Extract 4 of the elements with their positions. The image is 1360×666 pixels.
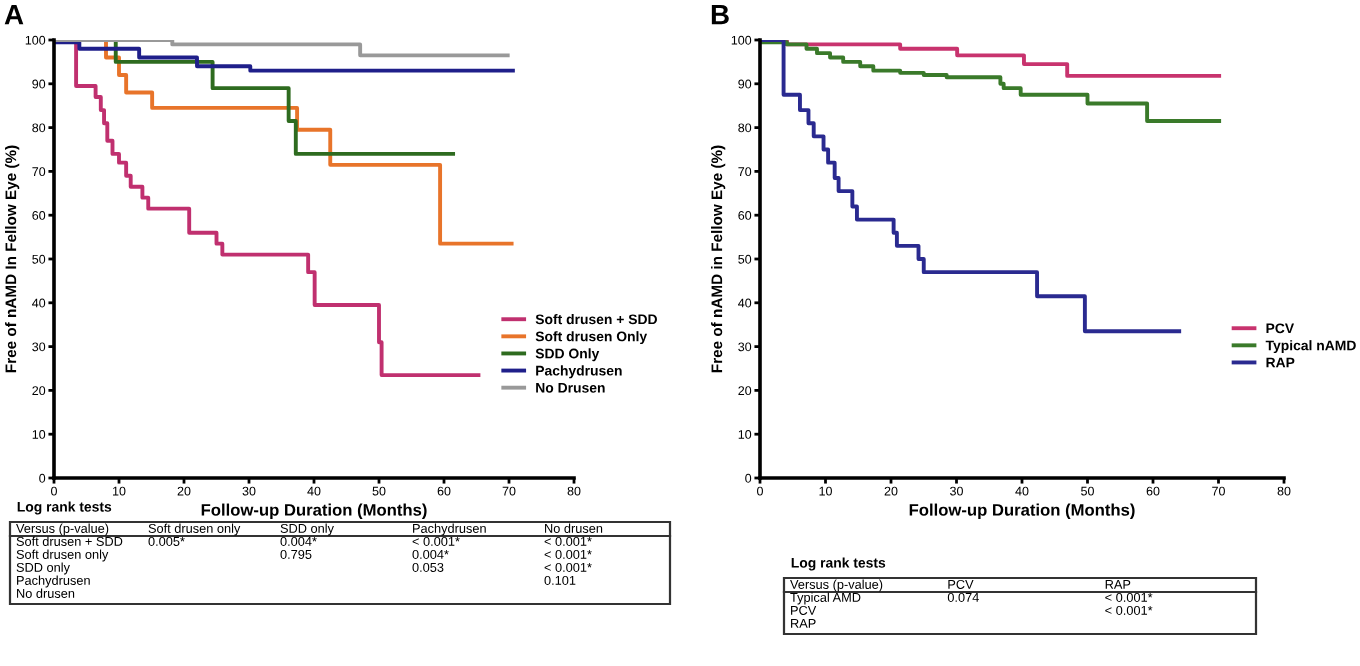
chart-title: A — [4, 5, 24, 25]
x-axis-title: Follow-up Duration (Months) — [909, 503, 1135, 520]
x-axis-title: Follow-up Duration (Months) — [201, 503, 427, 520]
chart-title: B — [711, 5, 729, 25]
